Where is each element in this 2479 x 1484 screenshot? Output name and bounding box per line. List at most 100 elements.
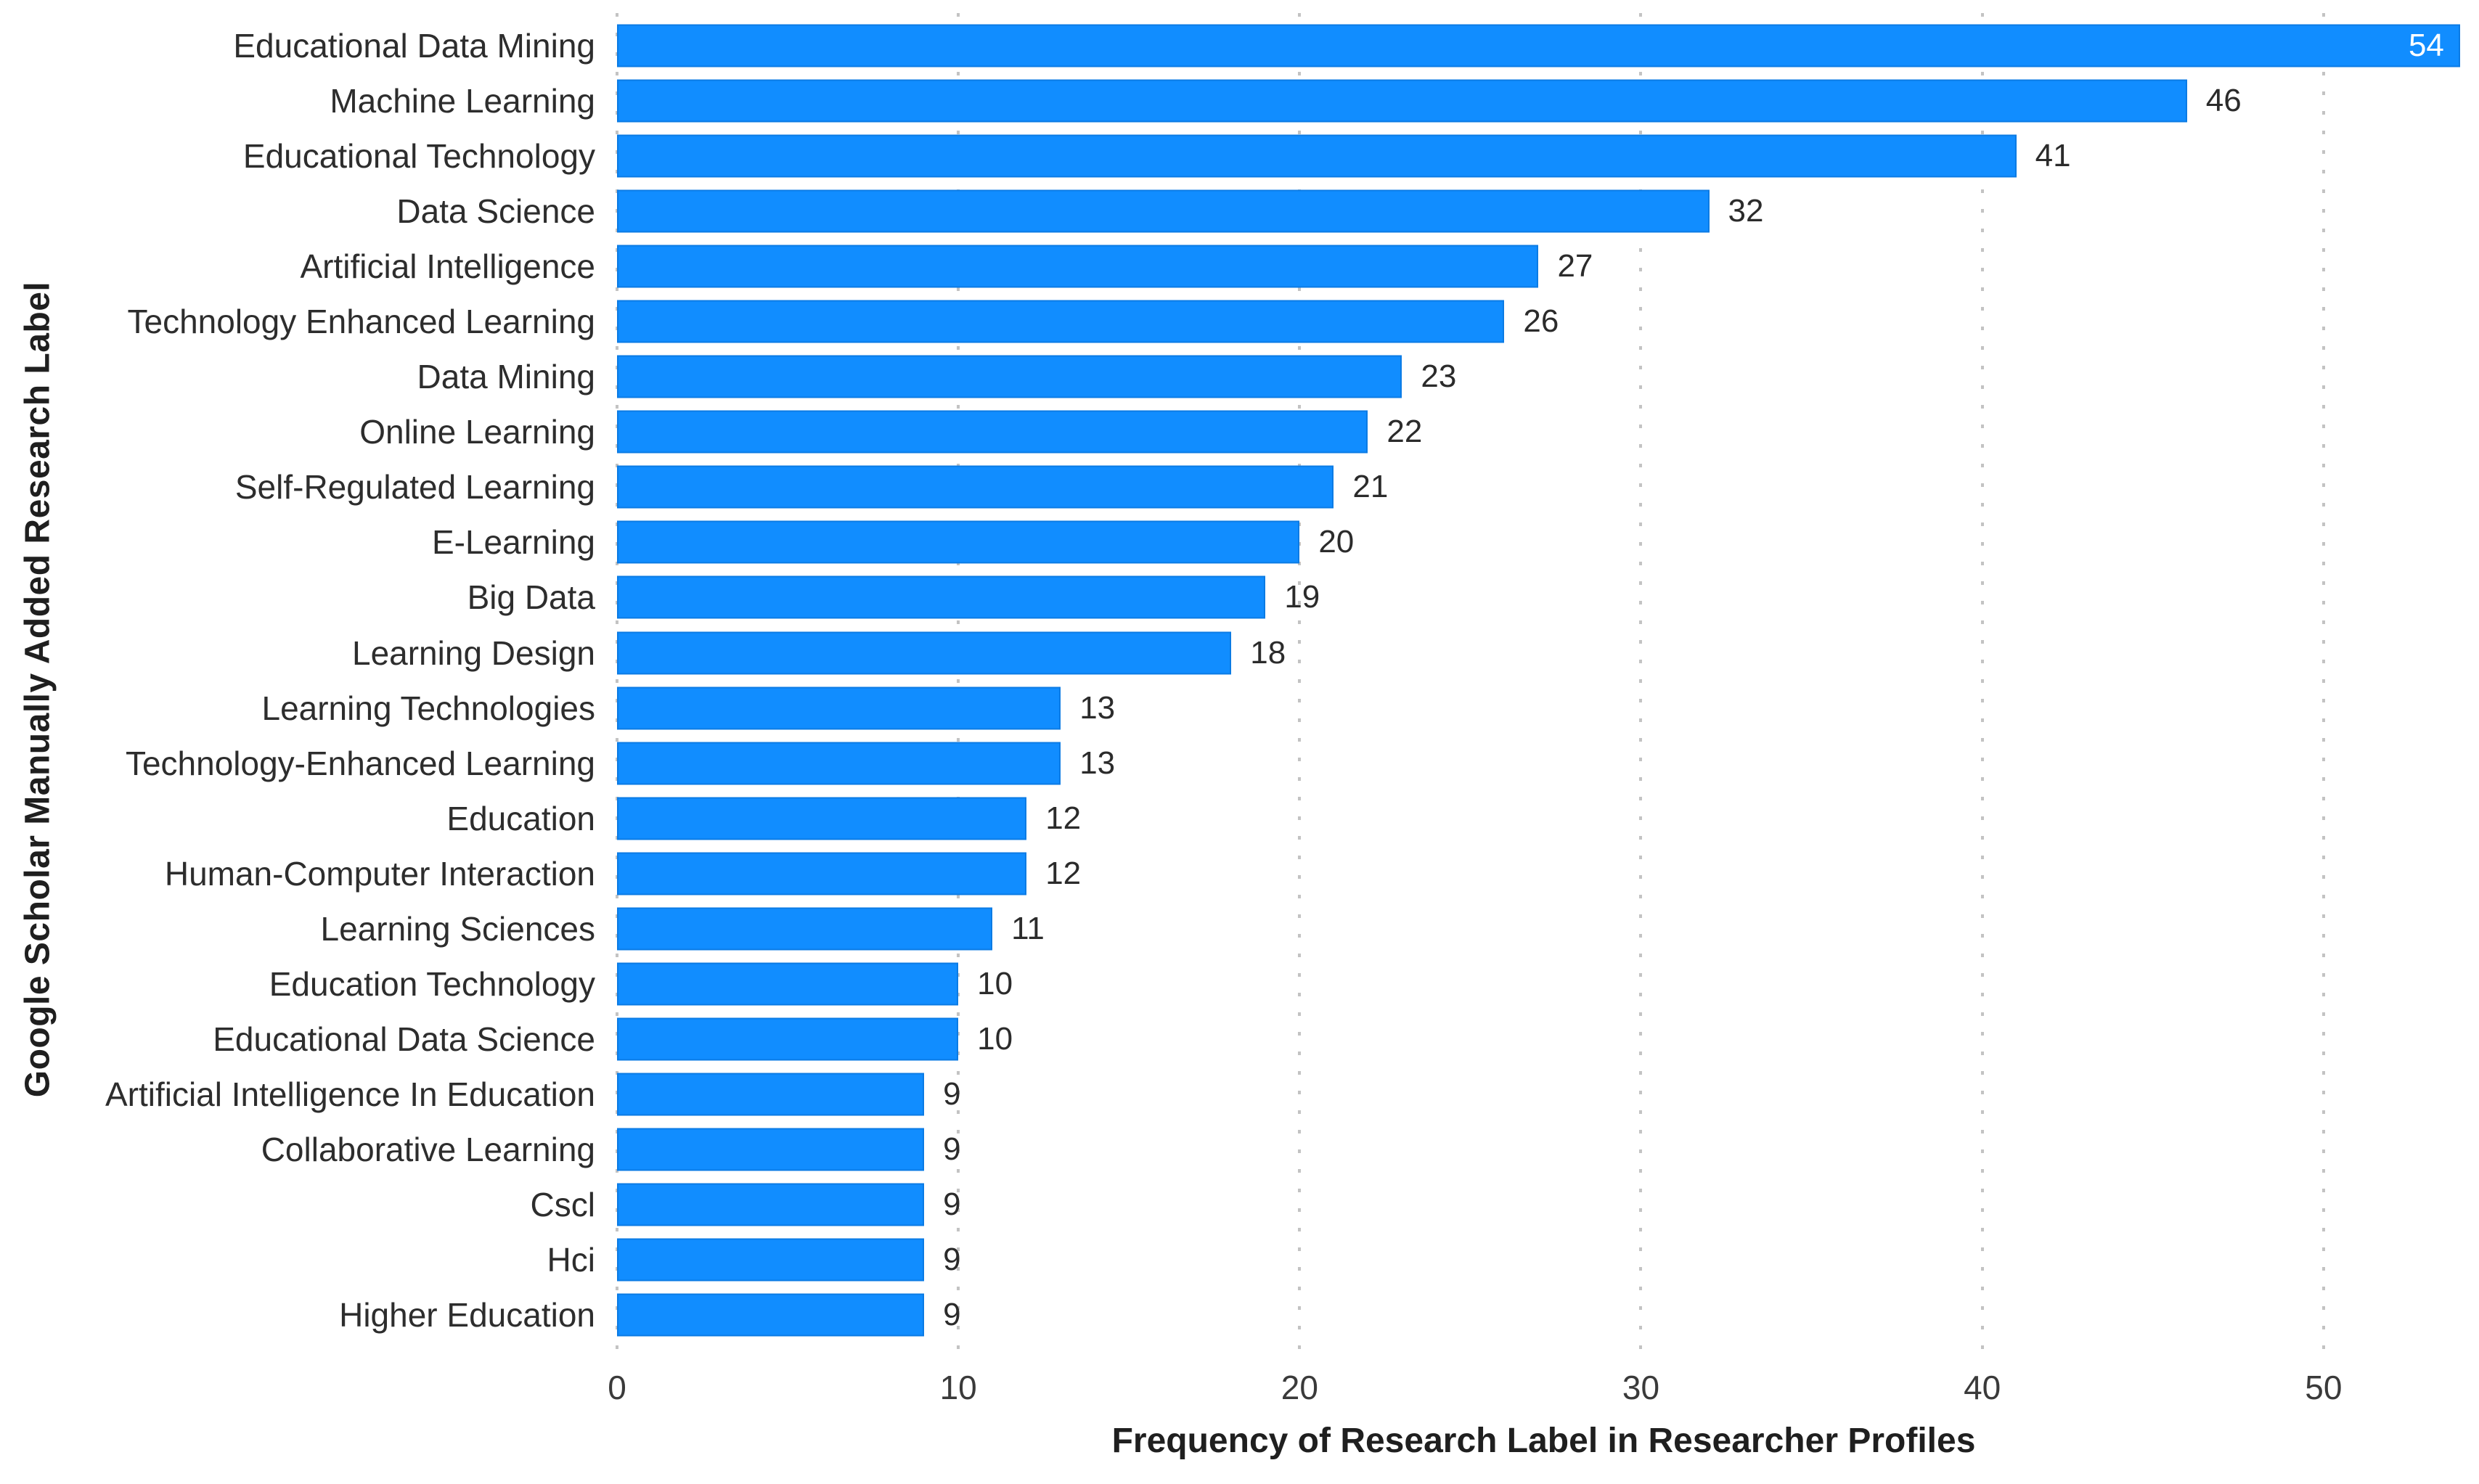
bar-track: 10 [617, 1012, 2470, 1067]
bar-track: 12 [617, 846, 2470, 901]
category-label: Educational Data Science [213, 1020, 595, 1058]
bar-hci[interactable] [617, 1238, 925, 1282]
bar-educational-data-mining[interactable] [617, 24, 2460, 67]
bar-track: 9 [617, 1177, 2470, 1232]
bar-collaborative-learning[interactable] [617, 1128, 925, 1171]
bar-row: Technology-Enhanced Learning 13 [0, 736, 2470, 791]
bar-row: Online Learning 22 [0, 404, 2470, 459]
bar-row: Data Mining 23 [0, 349, 2470, 404]
value-label: 9 [943, 1075, 961, 1112]
bar-track: 9 [617, 1122, 2470, 1177]
bar-human-computer-interaction[interactable] [617, 852, 1027, 895]
x-axis-tick-labels: 0 10 20 30 40 50 [608, 1368, 2470, 1411]
value-label: 32 [1728, 193, 1764, 229]
bar-row: E-Learning 20 [0, 515, 2470, 570]
value-label: 9 [943, 1186, 961, 1222]
value-label: 9 [943, 1297, 961, 1333]
category-label: Educational Technology [242, 137, 595, 176]
value-label: 13 [1079, 689, 1116, 726]
bar-row: Artificial Intelligence 27 [0, 239, 2470, 294]
bar-track: 19 [617, 570, 2470, 625]
bar-machine-learning[interactable] [617, 79, 2187, 123]
bar-technology-enhanced-learning[interactable] [617, 300, 1505, 343]
x-axis-title: Frequency of Research Label in Researche… [1111, 1422, 1976, 1460]
category-label: Machine Learning [330, 82, 595, 120]
bar-row: Human-Computer Interaction 12 [0, 846, 2470, 901]
bar-row: Artificial Intelligence In Education 9 [0, 1067, 2470, 1122]
bar-artificial-intelligence-in-education[interactable] [617, 1073, 925, 1116]
bar-educational-technology[interactable] [617, 134, 2017, 178]
category-label: Learning Design [351, 634, 595, 672]
bar-row: Education Technology 10 [0, 956, 2470, 1012]
bar-education-technology[interactable] [617, 962, 959, 1006]
value-label: 22 [1386, 414, 1423, 450]
bar-track: 20 [617, 515, 2470, 570]
value-label: 10 [977, 1020, 1013, 1057]
x-tick-label: 40 [1964, 1369, 2001, 1406]
bar-row: Educational Data Mining 54 [0, 18, 2470, 73]
bar-track: 9 [617, 1287, 2470, 1342]
bar-higher-education[interactable] [617, 1293, 925, 1337]
bar-self-regulated-learning[interactable] [617, 465, 1334, 509]
bar-cscl[interactable] [617, 1183, 925, 1226]
category-label: Education Technology [269, 964, 595, 1003]
bar-row: Collaborative Learning 9 [0, 1122, 2470, 1177]
bar-row: Technology Enhanced Learning 26 [0, 294, 2470, 349]
bar-track: 46 [617, 73, 2470, 128]
bar-row: Education 12 [0, 791, 2470, 846]
bar-track: 11 [617, 901, 2470, 956]
bar-row: Learning Design 18 [0, 626, 2470, 681]
plot-rows: Educational Data Mining 54 Machine Learnin… [0, 18, 2470, 1342]
bar-row: Higher Education 9 [0, 1287, 2470, 1342]
x-tick-label: 10 [939, 1369, 977, 1406]
bar-track: 13 [617, 736, 2470, 791]
value-label: 9 [943, 1131, 961, 1167]
bar-track: 54 [617, 18, 2470, 73]
bar-online-learning[interactable] [617, 410, 1368, 454]
category-label: Human-Computer Interaction [164, 854, 595, 893]
bar-row: Learning Technologies 13 [0, 681, 2470, 736]
bar-track: 9 [617, 1232, 2470, 1287]
x-tick-label: 0 [608, 1369, 626, 1406]
category-label: Cscl [530, 1186, 595, 1223]
bar-educational-data-science[interactable] [617, 1017, 959, 1061]
category-label: Hci [547, 1241, 595, 1279]
value-label: 27 [1557, 248, 1593, 284]
value-label: 20 [1318, 524, 1355, 560]
value-label: 26 [1523, 303, 1559, 340]
bar-data-mining[interactable] [617, 355, 1402, 398]
bar-big-data[interactable] [617, 575, 1266, 619]
category-label: Learning Sciences [320, 909, 595, 948]
bar-learning-design[interactable] [617, 631, 1232, 675]
bar-track: 22 [617, 404, 2470, 459]
bar-learning-sciences[interactable] [617, 907, 993, 951]
bar-row: Data Science 32 [0, 184, 2470, 239]
value-label: 54 [2408, 28, 2444, 64]
category-label: Big Data [467, 578, 595, 617]
x-tick-label: 30 [1622, 1369, 1660, 1406]
x-tick-label: 50 [2305, 1369, 2343, 1406]
bar-row: Educational Data Science 10 [0, 1012, 2470, 1067]
category-label: Technology Enhanced Learning [127, 303, 596, 341]
bar-e-learning[interactable] [617, 520, 1300, 564]
category-label: Educational Data Mining [233, 27, 595, 65]
bar-technology-enhanced-learning[interactable] [617, 742, 1061, 785]
bar-artificial-intelligence[interactable] [617, 245, 1539, 288]
bar-track: 9 [617, 1067, 2470, 1122]
bar-data-science[interactable] [617, 189, 1710, 233]
bar-education[interactable] [617, 797, 1027, 840]
bar-learning-technologies[interactable] [617, 686, 1061, 730]
category-label: Learning Technologies [261, 689, 595, 727]
bar-row: Machine Learning 46 [0, 73, 2470, 128]
category-label: Artificial Intelligence In Education [105, 1075, 595, 1113]
bar-track: 23 [617, 349, 2470, 404]
value-label: 46 [2205, 83, 2242, 119]
bar-track: 27 [617, 239, 2470, 294]
value-label: 21 [1352, 469, 1389, 505]
bar-track: 10 [617, 956, 2470, 1012]
value-label: 11 [1011, 910, 1045, 946]
value-label: 23 [1421, 358, 1457, 395]
bar-track: 18 [617, 626, 2470, 681]
category-label: Education [446, 799, 595, 837]
